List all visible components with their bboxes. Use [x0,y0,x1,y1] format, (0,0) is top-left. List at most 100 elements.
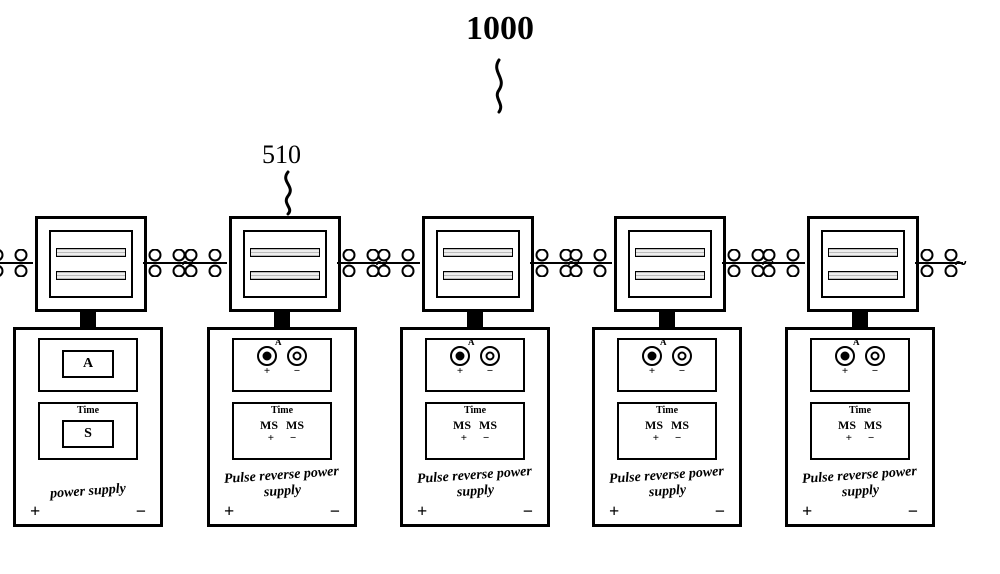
roller-pair [781,249,805,277]
time-label: Time [234,406,330,416]
minus-icon: − [675,433,681,444]
psu-lower-panel: Time MS MS + − [617,402,717,460]
chamber-inner [49,230,133,298]
electrode-bottom [443,271,513,280]
pulse-reverse-power-supply: A + − Time MS MS [785,327,935,527]
ms-left: MS [838,418,856,433]
plating-chamber [422,216,534,312]
knob-negative: − [865,346,885,366]
psu-label: Pulse reverse powersupply [209,463,355,505]
roller-pair [0,249,9,277]
roller-pair [337,249,361,277]
plating-chamber [229,216,341,312]
minus-icon: − [287,366,307,377]
continuation-tilde: ~ [376,250,387,276]
knob-positive: A + [835,346,855,366]
time-label: Time [40,406,136,416]
terminal-positive-icon: + [30,501,40,522]
terminal-positive-icon: + [417,501,427,522]
psu-upper-panel: A + − [232,338,332,392]
terminal-positive-icon: + [609,501,619,522]
plating-chamber [614,216,726,312]
continuation-tilde: ~ [762,250,773,276]
roller-pair [915,249,939,277]
knob-negative: − [287,346,307,366]
psu-upper-panel: A [38,338,138,392]
ms-left: MS [453,418,471,433]
ammeter-label: A [853,337,855,347]
minus-icon: − [865,366,885,377]
pulse-reverse-power-supply: A + − Time MS MS [592,327,742,527]
psu-label: Pulse reverse powersupply [402,463,548,505]
ms-right: MS [671,418,689,433]
plus-icon: + [450,366,470,377]
roller-pair [396,249,420,277]
knob-negative: − [480,346,500,366]
ms-right: MS [864,418,882,433]
psu-upper-panel: A + − [425,338,525,392]
terminal-positive-icon: + [802,501,812,522]
plus-icon: + [642,366,662,377]
psu-lower-panel: Time MS MS + − [232,402,332,460]
minus-icon: − [483,433,489,444]
psu-lower-panel: Time MS MS + − [425,402,525,460]
chamber-psu-connector [274,309,290,327]
plus-icon: + [846,433,852,444]
electrode-top [635,248,705,257]
psu-terminals: + − [403,501,547,522]
psu-upper-panel: A + − [810,338,910,392]
knob-positive: A + [450,346,470,366]
time-label: Time [619,406,715,416]
psu-label: Pulse reverse powersupply [787,463,933,505]
minus-icon: − [868,433,874,444]
psu-upper-panel: A + − [617,338,717,392]
ms-left: MS [645,418,663,433]
ammeter-label: A [660,337,662,347]
figure-label-leader [487,58,513,114]
chamber-inner [821,230,905,298]
electrode-top [828,248,898,257]
minus-icon: − [290,433,296,444]
chamber-inner [628,230,712,298]
ms-right: MS [479,418,497,433]
ammeter-label: A [468,337,470,347]
chamber-psu-connector [467,309,483,327]
time-label: Time [427,406,523,416]
roller-pair [203,249,227,277]
knob-positive: A + [642,346,662,366]
psu-label: Pulse reverse powersupply [594,463,740,505]
time-value: S [62,420,114,448]
knob-positive: A + [257,346,277,366]
roller-pair [143,249,167,277]
figure-canvas: 1000 510 A Time S power supply [0,0,1000,574]
electrode-bottom [635,271,705,280]
plus-icon: + [653,433,659,444]
plating-chamber [807,216,919,312]
psu-lower-panel: Time S [38,402,138,460]
psu-terminals: + − [16,501,160,522]
terminal-negative-icon: − [715,501,725,522]
ms-right: MS [286,418,304,433]
terminal-negative-icon: − [523,501,533,522]
knob-negative: − [672,346,692,366]
dc-power-supply: A Time S power supply + − [13,327,163,527]
time-label: Time [812,406,908,416]
plus-icon: + [835,366,855,377]
plus-icon: + [268,433,274,444]
callout-510-leader [278,170,300,216]
electrode-bottom [56,271,126,280]
ammeter-label: A [275,337,277,347]
terminal-positive-icon: + [224,501,234,522]
ammeter-value: A [62,350,114,378]
chamber-inner [243,230,327,298]
minus-icon: − [480,366,500,377]
electrode-bottom [828,271,898,280]
electrode-bottom [250,271,320,280]
plus-icon: + [257,366,277,377]
minus-icon: − [672,366,692,377]
roller-pair [9,249,33,277]
chamber-inner [436,230,520,298]
roller-pair [530,249,554,277]
figure-label: 1000 [0,10,1000,48]
terminal-negative-icon: − [330,501,340,522]
